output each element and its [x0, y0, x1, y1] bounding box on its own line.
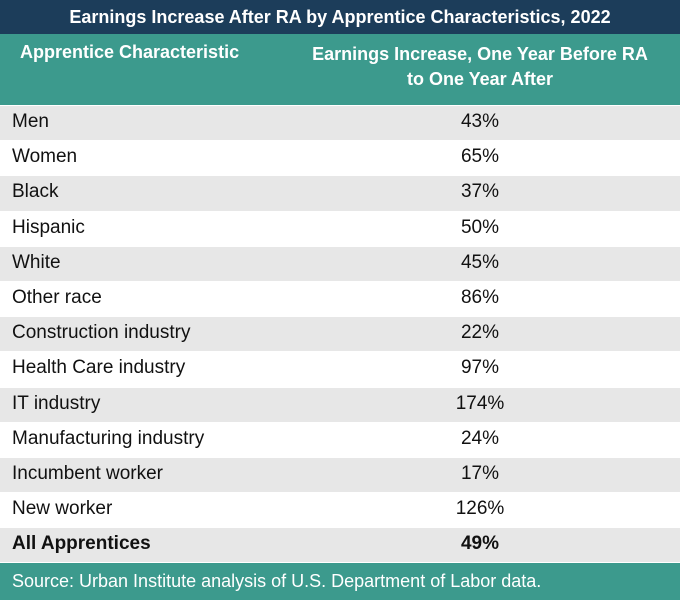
row-value: 174%	[455, 392, 505, 414]
table-body: Men 43% Women 65% Black 37% Hispanic 50% White 45…	[0, 105, 680, 563]
row-value: 65%	[460, 146, 500, 168]
table-row: Manufacturing industry 24%	[0, 421, 680, 457]
row-label: Construction industry	[12, 322, 191, 344]
header-earnings-line-2: to One Year After	[406, 69, 554, 89]
row-label: White	[12, 251, 61, 273]
table-row: White 45%	[0, 245, 680, 281]
row-label: IT industry	[12, 392, 101, 414]
row-value: 97%	[460, 357, 500, 379]
row-label: Incumbent worker	[12, 462, 164, 484]
row-label: Hispanic	[12, 216, 85, 238]
table-row: IT industry 174%	[0, 386, 680, 422]
total-value: 49%	[460, 533, 500, 555]
row-label: Men	[12, 111, 49, 132]
total-label: All Apprentices	[12, 533, 151, 555]
row-value: 17%	[460, 462, 500, 484]
row-label: Women	[12, 146, 78, 168]
row-value: 22%	[460, 322, 500, 344]
source-note: Source: Urban Institute analysis of U.S.…	[0, 563, 680, 600]
table-row: Construction industry 22%	[0, 316, 680, 352]
row-value: 45%	[460, 251, 500, 273]
row-value: 86%	[460, 286, 500, 308]
row-label: Health Care industry	[12, 357, 186, 379]
table-row: Women 65%	[0, 140, 680, 176]
row-value: 37%	[460, 181, 500, 203]
table-row-total: All Apprentices 49%	[0, 527, 680, 563]
row-value: 126%	[455, 498, 505, 520]
table-row: Other race 86%	[0, 280, 680, 317]
table-row: Hispanic 50%	[0, 210, 680, 246]
row-label: New worker	[12, 498, 113, 520]
header-earnings-line-1: Earnings Increase, One Year Before RA	[312, 44, 648, 64]
table-header-row: Apprentice Characteristic Earnings Incre…	[0, 34, 680, 105]
table-row: Men 43%	[0, 105, 680, 141]
row-label: Other race	[12, 286, 102, 308]
table-row: Health Care industry 97%	[0, 351, 680, 387]
table-title: Earnings Increase After RA by Apprentice…	[0, 0, 680, 34]
header-characteristic: Apprentice Characteristic	[20, 42, 240, 62]
header-earnings-increase: Earnings Increase, One Year Before RA to…	[290, 42, 670, 92]
row-value: 43%	[460, 111, 500, 132]
table-row: Incumbent worker 17%	[0, 456, 680, 493]
table-row: Black 37%	[0, 175, 680, 211]
row-label: Manufacturing industry	[12, 427, 205, 449]
table-row: New worker 126%	[0, 492, 680, 528]
row-value: 50%	[460, 216, 500, 238]
row-value: 24%	[460, 427, 500, 449]
row-label: Black	[12, 181, 59, 203]
